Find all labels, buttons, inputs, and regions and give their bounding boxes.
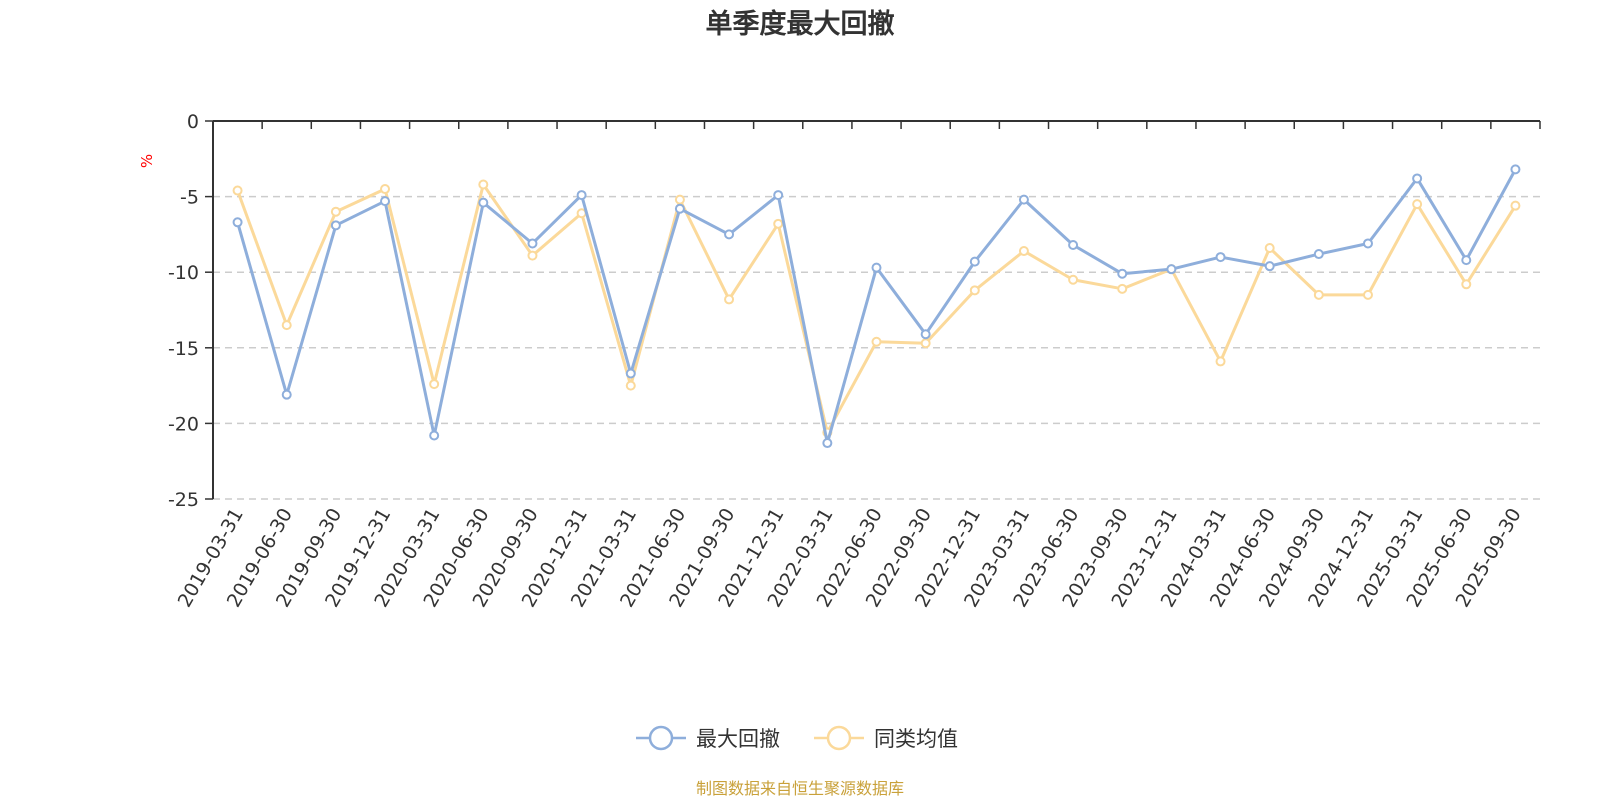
legend[interactable]: 最大回撤 同类均值 bbox=[636, 725, 958, 751]
data-point[interactable] bbox=[920, 329, 931, 340]
data-point[interactable] bbox=[1264, 243, 1275, 254]
data-point[interactable] bbox=[1510, 200, 1521, 211]
data-point[interactable] bbox=[1117, 283, 1128, 294]
series-1 bbox=[232, 164, 1521, 449]
data-point[interactable] bbox=[773, 218, 784, 229]
y-tick-label: -15 bbox=[168, 338, 199, 360]
data-point[interactable] bbox=[478, 179, 489, 190]
data-point[interactable] bbox=[1215, 356, 1226, 367]
data-point[interactable] bbox=[625, 368, 636, 379]
data-point[interactable] bbox=[920, 338, 931, 349]
data-point[interactable] bbox=[1461, 279, 1472, 290]
legend-marker-icon bbox=[648, 725, 674, 751]
data-point[interactable] bbox=[1313, 249, 1324, 260]
data-point[interactable] bbox=[1018, 246, 1029, 257]
series-lines bbox=[232, 164, 1521, 449]
data-point[interactable] bbox=[1461, 255, 1472, 266]
data-point[interactable] bbox=[871, 336, 882, 347]
data-point[interactable] bbox=[380, 184, 391, 195]
axes: 0 -5 -10 -15 -20 -25 bbox=[168, 111, 1541, 511]
y-tick-label: -5 bbox=[180, 187, 199, 209]
data-point[interactable] bbox=[773, 190, 784, 201]
data-point[interactable] bbox=[576, 190, 587, 201]
data-point[interactable] bbox=[724, 294, 735, 305]
data-point[interactable] bbox=[1166, 264, 1177, 275]
legend-marker-icon bbox=[826, 725, 852, 751]
x-axis-labels: 2019-03-312019-06-302019-09-302019-12-31… bbox=[174, 504, 1526, 611]
data-point[interactable] bbox=[527, 238, 538, 249]
legend-label: 同类均值 bbox=[874, 727, 958, 751]
data-point[interactable] bbox=[969, 256, 980, 267]
legend-label: 最大回撤 bbox=[696, 727, 780, 751]
series-line bbox=[236, 183, 1517, 434]
data-point[interactable] bbox=[1068, 274, 1079, 285]
data-point[interactable] bbox=[1412, 173, 1423, 184]
legend-item-1[interactable]: 最大回撤 bbox=[636, 725, 780, 751]
series-line bbox=[236, 168, 1517, 445]
y-axis-unit: % bbox=[138, 154, 156, 168]
data-point[interactable] bbox=[380, 196, 391, 207]
y-tick-label: -25 bbox=[168, 489, 199, 511]
data-point[interactable] bbox=[1117, 268, 1128, 279]
data-point[interactable] bbox=[1018, 194, 1029, 205]
data-point[interactable] bbox=[969, 285, 980, 296]
data-point[interactable] bbox=[1362, 289, 1373, 300]
data-point[interactable] bbox=[429, 379, 440, 390]
data-source-note: 制图数据来自恒生聚源数据库 bbox=[696, 779, 904, 798]
data-point[interactable] bbox=[232, 217, 243, 228]
data-point[interactable] bbox=[674, 194, 685, 205]
data-point[interactable] bbox=[281, 389, 292, 400]
y-tick-label: 0 bbox=[187, 111, 199, 133]
data-point[interactable] bbox=[1215, 252, 1226, 263]
grid-lines bbox=[213, 195, 1540, 500]
data-point[interactable] bbox=[822, 438, 833, 449]
chart-title: 单季度最大回撤 bbox=[706, 8, 895, 40]
data-point[interactable] bbox=[625, 380, 636, 391]
data-point[interactable] bbox=[724, 229, 735, 240]
data-point[interactable] bbox=[1313, 289, 1324, 300]
legend-item-2[interactable]: 同类均值 bbox=[814, 725, 958, 751]
data-point[interactable] bbox=[1264, 261, 1275, 272]
data-point[interactable] bbox=[1068, 239, 1079, 250]
data-point[interactable] bbox=[429, 430, 440, 441]
data-point[interactable] bbox=[330, 206, 341, 217]
data-point[interactable] bbox=[527, 250, 538, 261]
data-point[interactable] bbox=[674, 203, 685, 214]
data-point[interactable] bbox=[871, 262, 882, 273]
data-point[interactable] bbox=[330, 220, 341, 231]
data-point[interactable] bbox=[478, 197, 489, 208]
data-point[interactable] bbox=[1362, 238, 1373, 249]
data-point[interactable] bbox=[281, 320, 292, 331]
series-2 bbox=[232, 179, 1521, 438]
y-tick-label: -10 bbox=[168, 262, 199, 284]
data-point[interactable] bbox=[1412, 199, 1423, 210]
y-tick-label: -20 bbox=[168, 413, 199, 435]
data-point[interactable] bbox=[1510, 164, 1521, 175]
data-point[interactable] bbox=[232, 185, 243, 196]
